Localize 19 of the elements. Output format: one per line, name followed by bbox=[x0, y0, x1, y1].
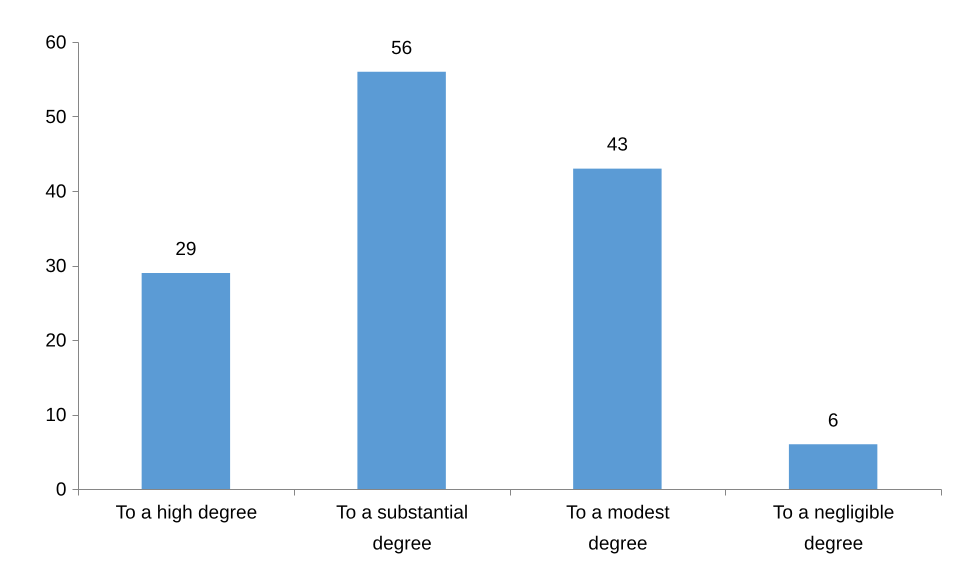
bar bbox=[357, 72, 446, 489]
data-label: 56 bbox=[391, 38, 412, 59]
data-label: 6 bbox=[828, 410, 838, 432]
y-tick-label: 10 bbox=[45, 405, 66, 426]
y-tick-label: 30 bbox=[45, 256, 66, 277]
y-tick-label: 50 bbox=[45, 107, 66, 128]
x-tick-label: To a negligible degree bbox=[772, 502, 894, 554]
bar bbox=[573, 168, 662, 489]
x-tick-label: To a modest degree bbox=[566, 502, 670, 554]
data-label: 43 bbox=[606, 134, 628, 156]
bar bbox=[788, 444, 878, 489]
data-label: 29 bbox=[175, 238, 196, 260]
y-tick-label: 20 bbox=[45, 330, 66, 352]
bar bbox=[142, 272, 230, 489]
x-tick-label: To a substantial degree bbox=[336, 502, 468, 554]
y-tick-label: 40 bbox=[45, 182, 66, 202]
x-tick-label: To a high degree bbox=[116, 502, 258, 524]
y-tick-label: 0 bbox=[56, 480, 66, 500]
y-tick-label: 60 bbox=[45, 32, 66, 54]
